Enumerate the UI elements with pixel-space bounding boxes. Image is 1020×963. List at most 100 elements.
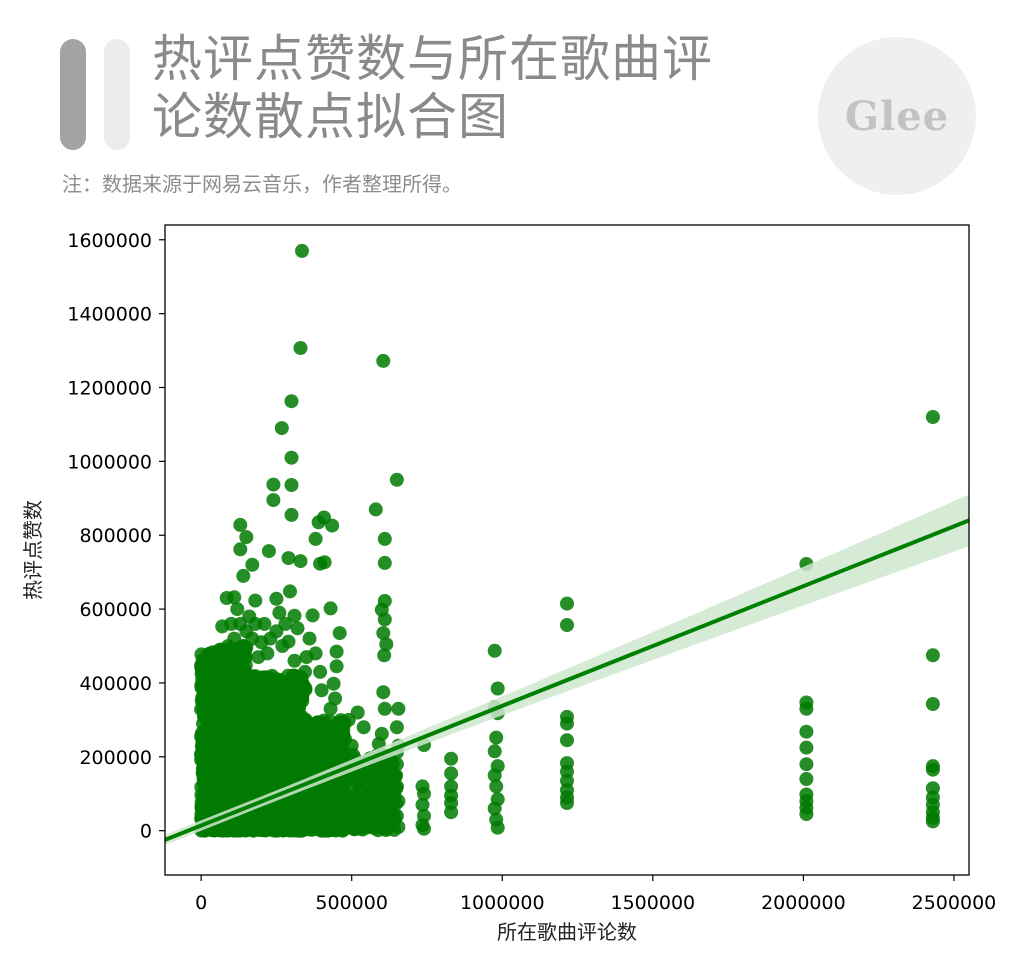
data-point: [264, 730, 279, 745]
decor-bar-dark: [60, 39, 86, 150]
data-point: [295, 243, 309, 258]
y-tick-label: 200000: [79, 747, 152, 769]
data-point: [293, 679, 308, 694]
data-point: [389, 720, 404, 735]
data-point: [925, 762, 940, 777]
data-point: [444, 751, 459, 766]
data-point: [272, 605, 287, 620]
source-note: 注：数据来源于网易云音乐，作者整理所得。: [62, 172, 462, 196]
data-point: [344, 738, 359, 753]
data-point: [379, 637, 394, 652]
data-point: [314, 683, 329, 698]
data-point: [925, 410, 940, 424]
data-point: [391, 820, 406, 834]
data-point: [265, 694, 280, 709]
data-point: [194, 726, 209, 741]
data-point: [204, 742, 219, 757]
chart-title: 热评点赞数与所在歌曲评 论数散点拟合图: [152, 30, 772, 146]
plot-frame: [164, 224, 970, 876]
data-point: [275, 639, 290, 653]
y-tick-label: 1600000: [67, 230, 152, 252]
data-point: [487, 768, 502, 783]
data-point: [198, 797, 213, 812]
x-tick-label: 2500000: [912, 892, 997, 914]
data-point: [799, 772, 814, 786]
data-point: [925, 814, 940, 829]
data-point: [368, 502, 383, 517]
data-point: [362, 788, 377, 803]
ticks-layer: 0 500000 1000000 1500000 2000000 2500000 0 2000…: [67, 230, 996, 914]
data-point: [301, 743, 316, 757]
data-point: [288, 799, 302, 814]
data-point: [246, 823, 261, 837]
data-point: [266, 821, 281, 835]
data-point: [302, 631, 317, 646]
data-point: [323, 601, 338, 616]
data-point: [201, 772, 216, 786]
fit-layer: [164, 494, 970, 845]
data-point: [490, 820, 505, 835]
data-point: [799, 740, 814, 755]
data-point: [248, 593, 263, 608]
data-point: [265, 668, 280, 683]
x-tick-label: 500000: [315, 892, 388, 914]
data-point: [391, 701, 406, 716]
data-point: [925, 697, 940, 711]
data-point: [335, 729, 350, 744]
data-point: [240, 755, 254, 770]
data-point: [344, 818, 359, 833]
data-point: [444, 805, 459, 820]
data-point: [305, 608, 320, 623]
data-point: [218, 657, 233, 672]
chart-title-line1: 热评点赞数与所在歌曲评: [152, 30, 713, 88]
data-point: [317, 555, 332, 570]
data-point: [215, 742, 229, 757]
points-layer: [194, 243, 940, 838]
data-point: [284, 478, 299, 492]
data-point: [245, 557, 260, 572]
data-point: [376, 685, 391, 700]
data-point: [350, 801, 365, 816]
data-point: [389, 472, 404, 487]
data-point: [264, 764, 279, 779]
data-point: [203, 757, 218, 772]
data-point: [560, 733, 574, 748]
data-point: [273, 715, 288, 730]
x-tick-label: 1500000: [611, 892, 696, 914]
data-point: [308, 531, 323, 546]
data-point: [284, 507, 299, 522]
data-point: [377, 701, 392, 716]
data-point: [239, 530, 254, 545]
data-point: [233, 517, 248, 532]
data-point: [238, 658, 253, 673]
data-point: [293, 341, 308, 355]
data-point: [286, 668, 300, 683]
confidence-band: [165, 494, 969, 845]
data-point: [281, 551, 296, 566]
data-point: [303, 790, 318, 804]
chart-title-line2: 论数散点拟合图: [152, 88, 509, 146]
data-point: [325, 518, 340, 533]
data-point: [391, 794, 406, 809]
data-point: [310, 804, 325, 819]
data-point: [221, 639, 236, 653]
data-point: [298, 664, 312, 679]
data-point: [228, 668, 243, 683]
data-point: [376, 353, 391, 368]
data-point: [489, 730, 504, 745]
data-point: [257, 743, 272, 757]
data-point: [487, 801, 502, 816]
data-point: [210, 698, 225, 713]
data-point: [377, 612, 392, 627]
data-point: [560, 796, 574, 810]
data-point: [252, 727, 267, 742]
y-tick-label: 1400000: [67, 304, 152, 326]
x-tick-label: 2000000: [761, 892, 846, 914]
data-point: [487, 744, 502, 759]
data-point: [311, 821, 326, 836]
data-point: [415, 797, 430, 812]
data-point: [261, 544, 276, 559]
data-point: [356, 720, 371, 735]
y-tick-label: 1200000: [67, 378, 152, 400]
data-point: [362, 814, 377, 829]
